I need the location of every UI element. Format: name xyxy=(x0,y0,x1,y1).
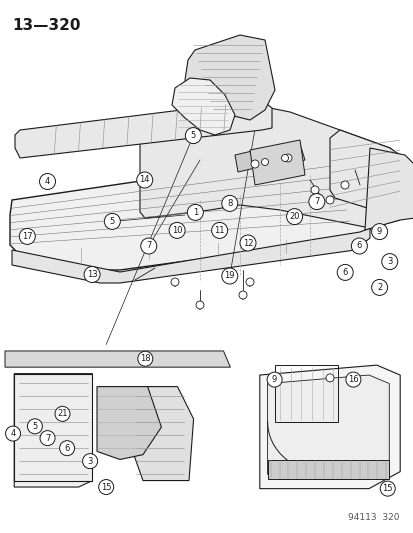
Text: 5: 5 xyxy=(109,217,115,226)
Polygon shape xyxy=(5,351,230,367)
Text: 5: 5 xyxy=(32,422,38,431)
Circle shape xyxy=(345,372,360,387)
Circle shape xyxy=(84,266,100,282)
Polygon shape xyxy=(15,100,271,158)
Polygon shape xyxy=(131,386,193,481)
Polygon shape xyxy=(14,374,92,487)
Circle shape xyxy=(185,127,201,143)
Circle shape xyxy=(59,441,74,456)
Circle shape xyxy=(40,431,55,446)
Text: 15: 15 xyxy=(382,484,392,493)
Text: 18: 18 xyxy=(140,354,150,363)
Circle shape xyxy=(310,186,318,194)
Circle shape xyxy=(325,374,333,382)
Polygon shape xyxy=(249,140,304,185)
Circle shape xyxy=(371,224,387,240)
Circle shape xyxy=(187,204,203,221)
Circle shape xyxy=(250,160,259,168)
Circle shape xyxy=(340,181,348,189)
Circle shape xyxy=(136,172,152,188)
Text: 20: 20 xyxy=(289,212,299,221)
Circle shape xyxy=(371,279,387,295)
Text: 7: 7 xyxy=(146,241,151,251)
Text: 14: 14 xyxy=(139,175,150,184)
Circle shape xyxy=(83,454,97,469)
Polygon shape xyxy=(140,108,404,228)
Text: 12: 12 xyxy=(242,238,253,247)
Circle shape xyxy=(221,268,237,284)
Circle shape xyxy=(169,222,185,238)
Text: 19: 19 xyxy=(224,271,235,280)
Circle shape xyxy=(308,193,324,209)
Text: 2: 2 xyxy=(376,283,381,292)
Text: 1: 1 xyxy=(192,208,197,217)
Text: 11: 11 xyxy=(214,226,224,235)
Circle shape xyxy=(266,372,281,387)
Circle shape xyxy=(5,426,21,441)
Text: 4: 4 xyxy=(45,177,50,186)
Polygon shape xyxy=(12,228,369,283)
Circle shape xyxy=(27,419,42,434)
Text: 10: 10 xyxy=(171,226,182,235)
Circle shape xyxy=(381,254,397,270)
Circle shape xyxy=(325,196,333,204)
Text: 7: 7 xyxy=(313,197,319,206)
Circle shape xyxy=(283,154,291,162)
Text: 17: 17 xyxy=(22,232,33,241)
Circle shape xyxy=(221,196,237,212)
Circle shape xyxy=(238,291,247,299)
Circle shape xyxy=(240,235,255,251)
Circle shape xyxy=(281,155,288,161)
Text: 94113  320: 94113 320 xyxy=(348,513,399,522)
Circle shape xyxy=(171,278,178,286)
Circle shape xyxy=(286,208,302,224)
Circle shape xyxy=(55,406,70,421)
Polygon shape xyxy=(97,386,161,459)
Text: 15: 15 xyxy=(101,482,111,491)
Circle shape xyxy=(195,301,204,309)
Circle shape xyxy=(351,238,366,254)
Polygon shape xyxy=(10,153,369,270)
Text: 9: 9 xyxy=(271,375,277,384)
Text: 3: 3 xyxy=(386,257,392,266)
Text: 6: 6 xyxy=(356,241,361,251)
Circle shape xyxy=(104,213,120,229)
Circle shape xyxy=(379,481,394,496)
Text: 6: 6 xyxy=(342,268,347,277)
Circle shape xyxy=(19,229,35,245)
Polygon shape xyxy=(235,148,267,172)
Circle shape xyxy=(138,351,152,366)
Polygon shape xyxy=(269,144,304,168)
Text: 6: 6 xyxy=(64,443,70,453)
Circle shape xyxy=(336,264,352,280)
Text: 16: 16 xyxy=(347,375,358,384)
Polygon shape xyxy=(364,148,413,230)
Polygon shape xyxy=(171,78,235,135)
Circle shape xyxy=(39,174,55,190)
Text: 13: 13 xyxy=(87,270,97,279)
Circle shape xyxy=(98,480,114,495)
Text: 3: 3 xyxy=(87,457,93,466)
Circle shape xyxy=(140,238,157,254)
Polygon shape xyxy=(267,375,388,474)
Polygon shape xyxy=(259,365,399,489)
Text: 4: 4 xyxy=(10,429,16,438)
Circle shape xyxy=(245,278,254,286)
Text: 8: 8 xyxy=(227,199,232,208)
Text: 21: 21 xyxy=(57,409,68,418)
Polygon shape xyxy=(14,374,92,481)
Circle shape xyxy=(211,222,227,238)
Circle shape xyxy=(261,158,268,166)
Text: 7: 7 xyxy=(45,434,50,442)
Text: 13—320: 13—320 xyxy=(12,18,80,33)
Polygon shape xyxy=(185,35,274,120)
Text: 5: 5 xyxy=(190,131,195,140)
Polygon shape xyxy=(329,130,399,215)
Text: 9: 9 xyxy=(376,227,381,236)
Polygon shape xyxy=(267,460,388,479)
